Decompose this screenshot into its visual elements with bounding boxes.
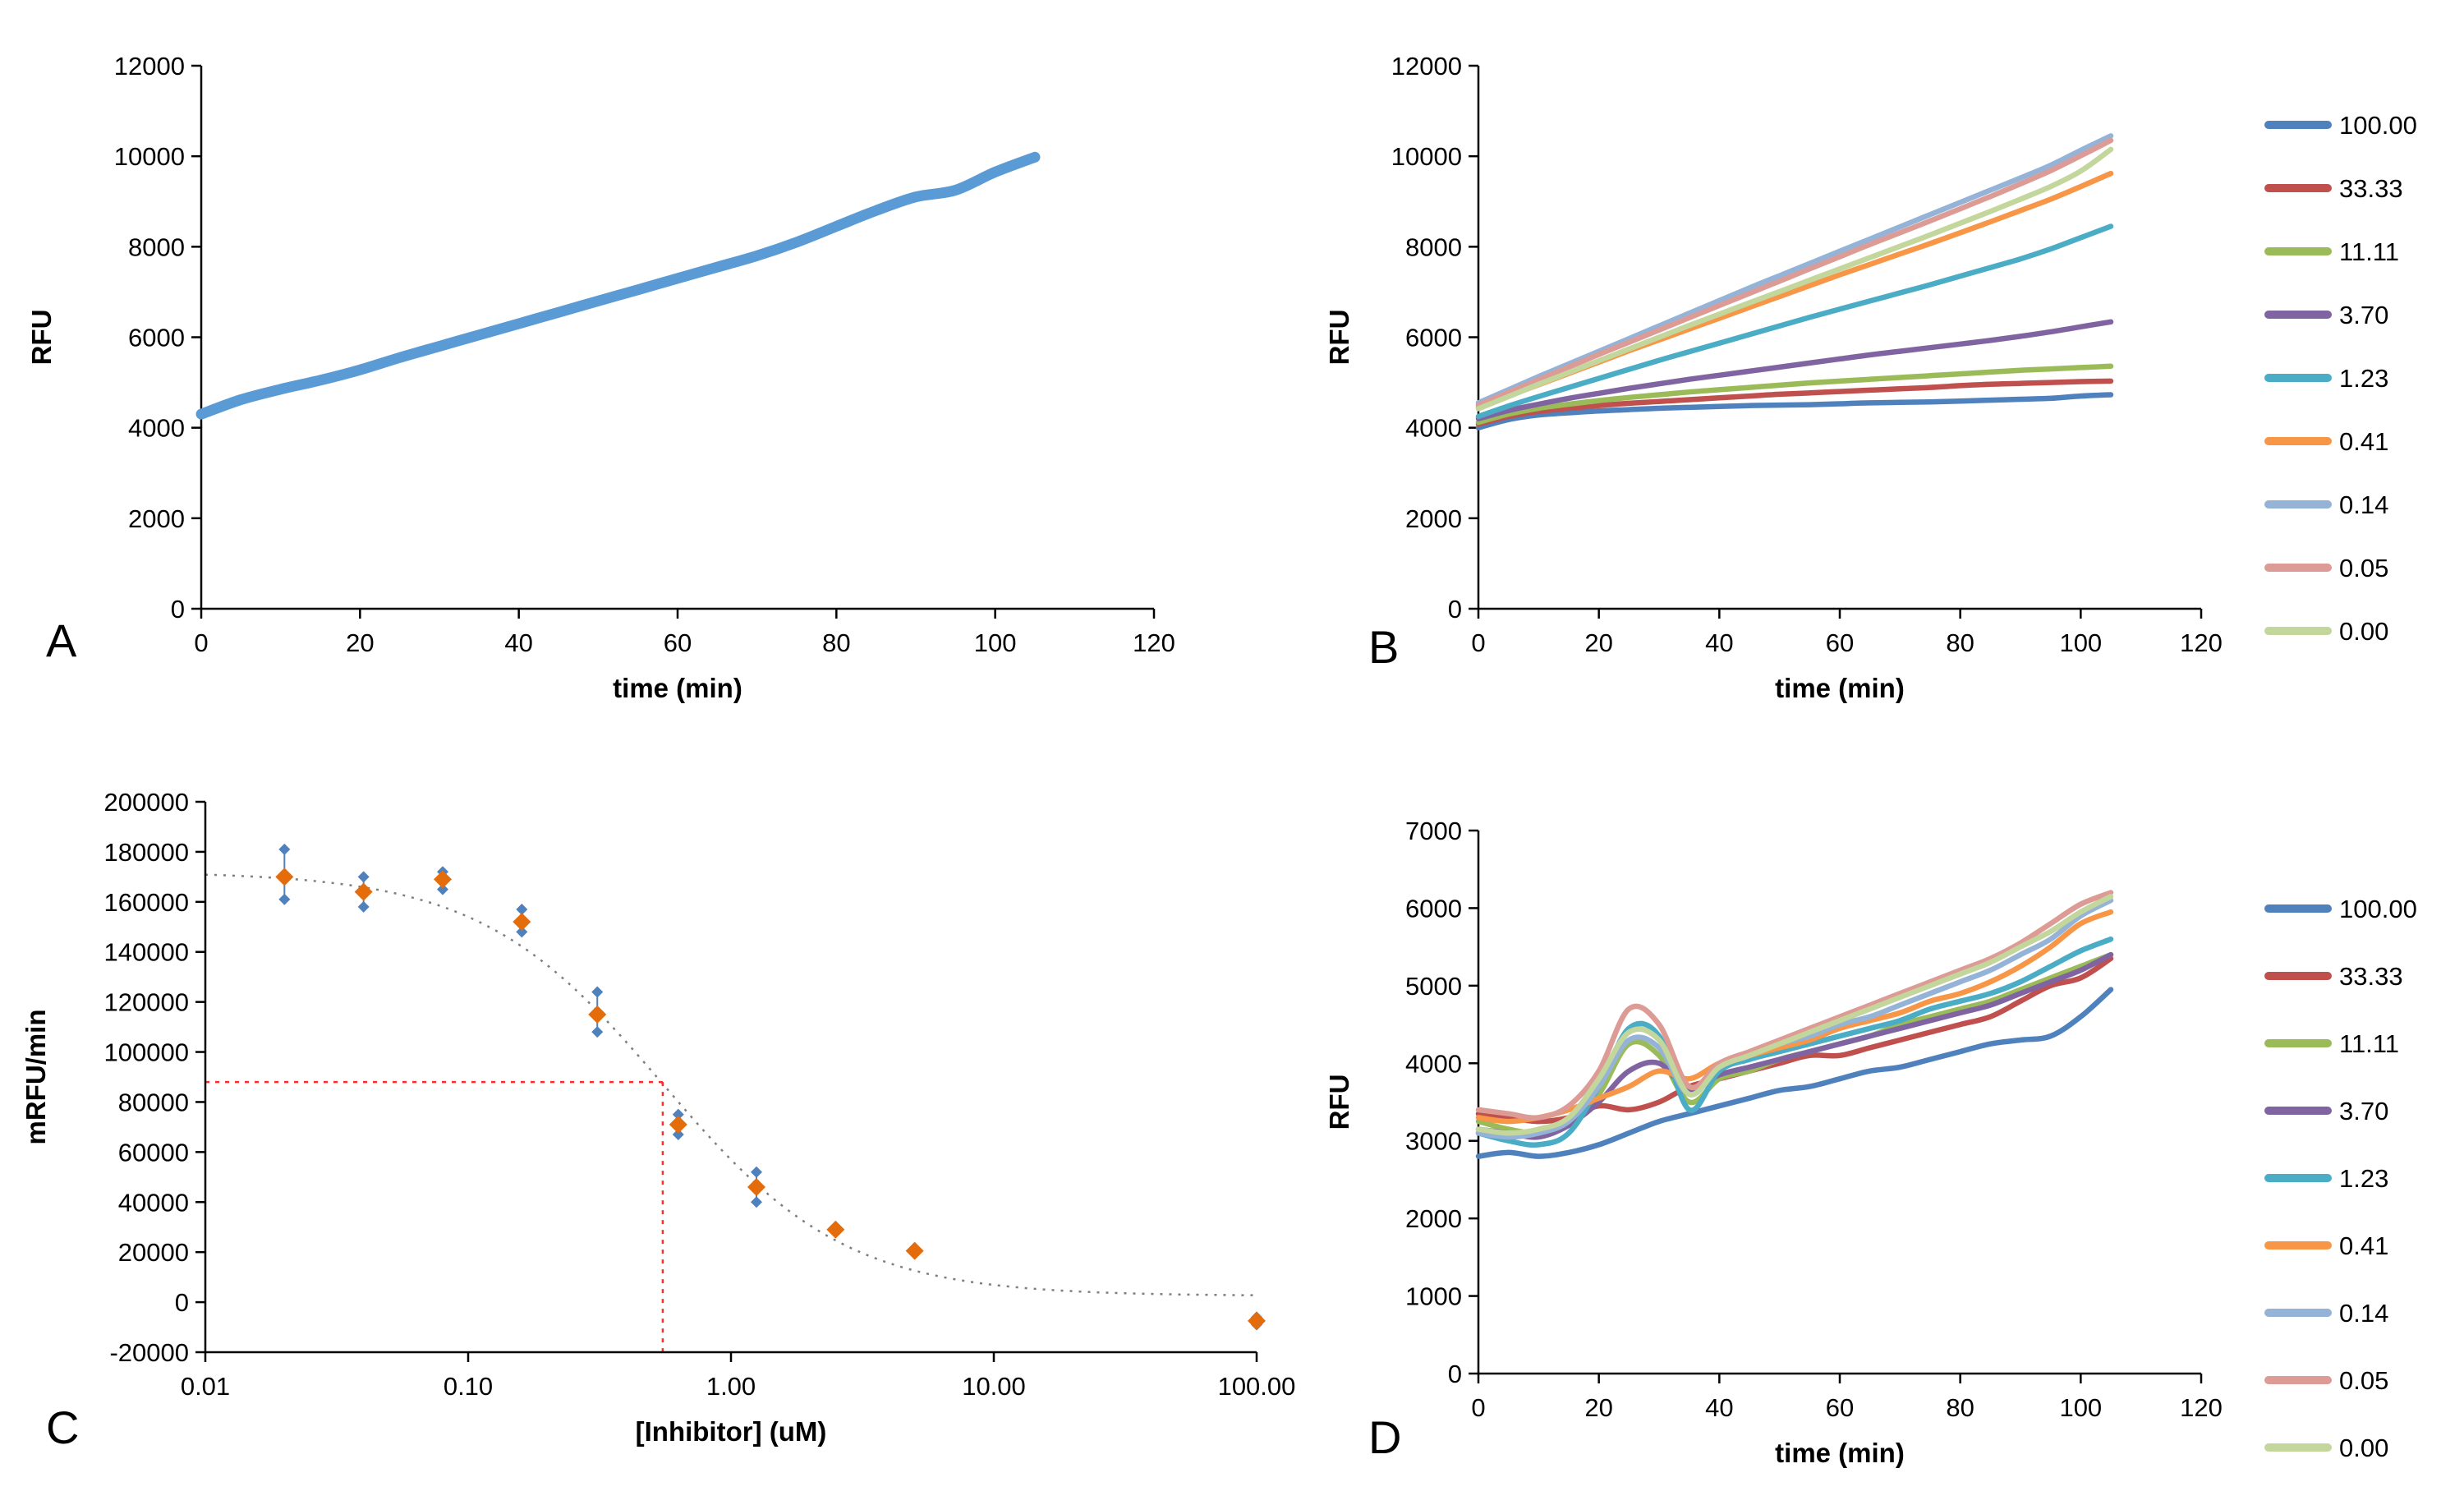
svg-text:20: 20 <box>346 628 374 657</box>
svg-text:120: 120 <box>2180 1393 2223 1422</box>
svg-text:100.00: 100.00 <box>2339 895 2417 923</box>
svg-text:time (min): time (min) <box>613 673 742 703</box>
svg-text:6000: 6000 <box>128 324 185 352</box>
svg-text:80: 80 <box>1946 1393 1974 1422</box>
svg-text:0: 0 <box>1471 1393 1485 1422</box>
svg-text:100: 100 <box>2059 1393 2102 1422</box>
svg-text:0.14: 0.14 <box>2339 1299 2388 1328</box>
svg-text:20000: 20000 <box>118 1238 189 1267</box>
svg-text:80000: 80000 <box>118 1088 189 1116</box>
svg-text:60000: 60000 <box>118 1138 189 1167</box>
svg-text:12000: 12000 <box>114 52 185 81</box>
svg-text:140000: 140000 <box>104 938 189 967</box>
svg-text:10.00: 10.00 <box>962 1372 1026 1401</box>
svg-text:7000: 7000 <box>1405 817 1462 845</box>
svg-text:2000: 2000 <box>1405 1204 1462 1233</box>
svg-text:100: 100 <box>2059 628 2102 657</box>
svg-text:2000: 2000 <box>1405 504 1462 533</box>
svg-text:4000: 4000 <box>128 414 185 443</box>
svg-text:100.00: 100.00 <box>2339 111 2417 140</box>
svg-text:4000: 4000 <box>1405 414 1462 443</box>
panel-label-b: B <box>1368 621 1400 673</box>
svg-text:0.41: 0.41 <box>2339 427 2388 456</box>
svg-text:12000: 12000 <box>1391 52 1462 81</box>
svg-text:0.10: 0.10 <box>444 1372 493 1401</box>
svg-text:-20000: -20000 <box>109 1338 189 1367</box>
svg-text:120: 120 <box>2180 628 2223 657</box>
panel-b-dose-series-chart: 0 2000 4000 6000 8000 10000 12000 0 20 40 60 80 100 1… <box>1324 52 2417 703</box>
svg-text:RFU: RFU <box>1324 1075 1354 1130</box>
svg-text:0.05: 0.05 <box>2339 1366 2388 1395</box>
svg-text:8000: 8000 <box>1405 232 1462 261</box>
svg-text:3.70: 3.70 <box>2339 301 2388 329</box>
svg-text:8000: 8000 <box>128 232 185 261</box>
svg-text:40: 40 <box>1705 628 1733 657</box>
svg-text:1.23: 1.23 <box>2339 364 2388 393</box>
svg-text:100000: 100000 <box>104 1038 189 1067</box>
panel-label-a: A <box>46 614 77 666</box>
panel-label-c: C <box>46 1401 80 1453</box>
svg-text:20: 20 <box>1584 1393 1612 1422</box>
svg-text:80: 80 <box>1946 628 1974 657</box>
svg-text:60: 60 <box>664 628 692 657</box>
svg-text:2000: 2000 <box>128 504 185 533</box>
svg-text:0.00: 0.00 <box>2339 1434 2388 1462</box>
svg-text:11.11: 11.11 <box>2339 237 2399 266</box>
svg-text:120000: 120000 <box>104 988 189 1017</box>
svg-text:0: 0 <box>1471 628 1485 657</box>
svg-text:0.01: 0.01 <box>181 1372 230 1401</box>
panel-d-dose-series-chart: 0 1000 2000 3000 4000 5000 6000 7000 0 20 40 60 80 10… <box>1324 817 2417 1468</box>
svg-text:0.00: 0.00 <box>2339 617 2388 646</box>
svg-text:mRFU/min: mRFU/min <box>21 1010 51 1145</box>
svg-text:4000: 4000 <box>1405 1049 1462 1078</box>
svg-text:1.23: 1.23 <box>2339 1164 2388 1193</box>
svg-text:60: 60 <box>1826 628 1854 657</box>
svg-text:120: 120 <box>1133 628 1175 657</box>
svg-text:0: 0 <box>175 1288 189 1317</box>
svg-text:3.70: 3.70 <box>2339 1097 2388 1125</box>
svg-text:40000: 40000 <box>118 1188 189 1217</box>
svg-text:0: 0 <box>1448 1360 1462 1388</box>
svg-text:0.14: 0.14 <box>2339 490 2388 519</box>
svg-text:1000: 1000 <box>1405 1282 1462 1311</box>
svg-text:100.00: 100.00 <box>1218 1372 1296 1401</box>
svg-text:200000: 200000 <box>104 788 189 817</box>
svg-text:40: 40 <box>504 628 532 657</box>
svg-text:RFU: RFU <box>26 310 57 366</box>
panel-label-d: D <box>1368 1411 1402 1463</box>
svg-text:11.11: 11.11 <box>2339 1029 2399 1058</box>
svg-text:100: 100 <box>974 628 1017 657</box>
svg-text:40: 40 <box>1705 1393 1733 1422</box>
svg-text:160000: 160000 <box>104 888 189 917</box>
svg-text:6000: 6000 <box>1405 324 1462 352</box>
svg-text:0: 0 <box>171 595 185 624</box>
svg-text:RFU: RFU <box>1324 310 1354 366</box>
svg-text:33.33: 33.33 <box>2339 962 2403 991</box>
svg-text:[Inhibitor] (uM): [Inhibitor] (uM) <box>636 1416 827 1447</box>
svg-text:0.05: 0.05 <box>2339 554 2388 582</box>
svg-text:0.41: 0.41 <box>2339 1231 2388 1260</box>
svg-text:33.33: 33.33 <box>2339 174 2403 203</box>
svg-text:5000: 5000 <box>1405 972 1462 1001</box>
svg-text:time (min): time (min) <box>1775 673 1905 703</box>
svg-text:0: 0 <box>1448 595 1462 624</box>
svg-text:10000: 10000 <box>114 142 185 171</box>
svg-text:1.00: 1.00 <box>706 1372 756 1401</box>
svg-text:60: 60 <box>1826 1393 1854 1422</box>
svg-text:6000: 6000 <box>1405 894 1462 923</box>
svg-text:180000: 180000 <box>104 838 189 867</box>
panel-a-progress-curve-chart: 0 2000 4000 6000 8000 10000 12000 0 20 40 60 80 100 1… <box>26 52 1175 703</box>
svg-text:10000: 10000 <box>1391 142 1462 171</box>
svg-text:3000: 3000 <box>1405 1127 1462 1156</box>
svg-text:80: 80 <box>822 628 850 657</box>
panel-c-dose-response-chart: -20000 0 20000 40000 60000 80000 100000 120000 1… <box>21 788 1295 1447</box>
svg-text:20: 20 <box>1584 628 1612 657</box>
svg-text:0: 0 <box>194 628 208 657</box>
svg-text:time (min): time (min) <box>1775 1438 1905 1468</box>
